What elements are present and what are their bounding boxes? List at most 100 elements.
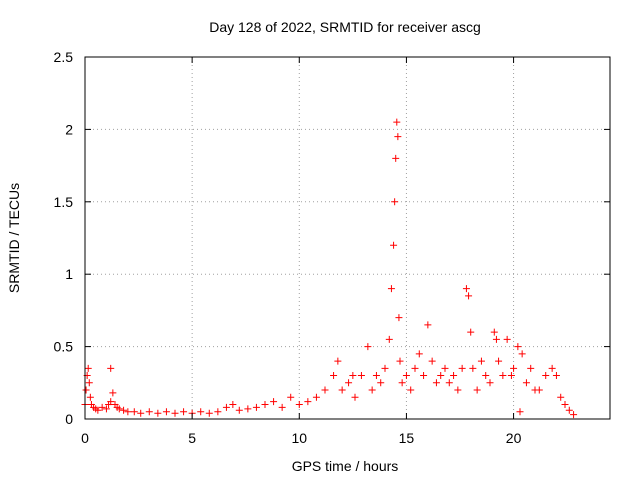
- data-point: [368, 386, 376, 394]
- data-point: [357, 372, 365, 380]
- data-point: [338, 386, 346, 394]
- data-point: [390, 241, 398, 249]
- data-point: [411, 364, 419, 372]
- data-point: [381, 364, 389, 372]
- y-tick-label: 0.5: [54, 339, 74, 355]
- data-point: [522, 379, 530, 387]
- data-point: [445, 379, 453, 387]
- data-point: [398, 379, 406, 387]
- data-point: [214, 408, 222, 416]
- data-point: [120, 406, 128, 414]
- data-point: [514, 343, 522, 351]
- data-point: [415, 350, 423, 358]
- data-point: [84, 364, 92, 372]
- data-point: [261, 401, 269, 409]
- data-point: [372, 372, 380, 380]
- data-point: [510, 364, 518, 372]
- data-point: [428, 357, 436, 365]
- data-point: [349, 372, 357, 380]
- data-point: [278, 403, 286, 411]
- data-point: [312, 393, 320, 401]
- grid-layer: [85, 57, 610, 419]
- data-point: [499, 372, 507, 380]
- y-tick-label: 0: [65, 411, 73, 427]
- data-point: [180, 408, 188, 416]
- data-point: [396, 357, 404, 365]
- data-point: [334, 357, 342, 365]
- data-point: [535, 386, 543, 394]
- data-point: [171, 409, 179, 417]
- data-point: [287, 393, 295, 401]
- y-tick-label: 1.5: [54, 194, 74, 210]
- data-point: [107, 364, 115, 372]
- data-point: [402, 372, 410, 380]
- data-point: [145, 408, 153, 416]
- data-point: [222, 403, 230, 411]
- data-point: [552, 372, 560, 380]
- x-tick-label: 20: [506, 430, 522, 446]
- data-point: [85, 379, 93, 387]
- data-point: [377, 379, 385, 387]
- data-point: [518, 350, 526, 358]
- x-tick-label: 15: [399, 430, 415, 446]
- data-point: [130, 408, 138, 416]
- data-point: [527, 364, 535, 372]
- data-point: [503, 335, 511, 343]
- data-point: [82, 386, 90, 394]
- data-point: [252, 403, 260, 411]
- data-point: [469, 364, 477, 372]
- data-points: [81, 118, 578, 419]
- x-axis-label: GPS time / hours: [292, 458, 399, 474]
- y-tick-label: 1: [65, 266, 73, 282]
- data-point: [244, 405, 252, 413]
- plot-frame: [84, 56, 611, 420]
- data-point: [295, 401, 303, 409]
- data-point: [420, 372, 428, 380]
- data-point: [162, 408, 170, 416]
- data-point: [495, 357, 503, 365]
- data-point: [229, 401, 237, 409]
- data-point: [98, 403, 106, 411]
- data-point: [392, 154, 400, 162]
- data-point: [407, 386, 415, 394]
- data-point: [197, 408, 205, 416]
- data-point: [458, 364, 466, 372]
- data-point: [393, 118, 401, 126]
- data-point: [432, 379, 440, 387]
- data-point: [385, 335, 393, 343]
- data-point: [557, 393, 565, 401]
- data-point: [102, 405, 110, 413]
- data-point: [351, 393, 359, 401]
- data-point: [94, 406, 102, 414]
- data-point: [387, 285, 395, 293]
- data-point: [394, 133, 402, 141]
- chart-title: Day 128 of 2022, SRMTID for receiver asc…: [209, 19, 481, 35]
- data-point: [345, 379, 353, 387]
- data-point: [86, 393, 94, 401]
- data-point: [330, 372, 338, 380]
- data-point: [492, 335, 500, 343]
- data-point: [391, 198, 399, 206]
- x-tick-label: 0: [81, 430, 89, 446]
- data-point: [364, 343, 372, 351]
- data-point: [437, 372, 445, 380]
- data-point: [490, 328, 498, 336]
- data-point: [486, 379, 494, 387]
- data-point: [462, 285, 470, 293]
- axis-ticks: 0 5 10 15 20 0 0.5 1 1.5 2 2.5: [54, 49, 610, 446]
- x-tick-label: 5: [188, 430, 196, 446]
- data-point: [516, 408, 524, 416]
- data-point: [467, 328, 475, 336]
- data-point: [124, 408, 132, 416]
- data-point: [137, 409, 145, 417]
- data-point: [115, 405, 123, 413]
- data-point: [570, 411, 578, 419]
- x-tick-label: 10: [291, 430, 307, 446]
- y-tick-label: 2.5: [54, 49, 74, 65]
- data-point: [270, 398, 278, 406]
- y-axis-label: SRMTID / TECUs: [6, 183, 22, 293]
- data-point: [454, 386, 462, 394]
- data-point: [235, 406, 243, 414]
